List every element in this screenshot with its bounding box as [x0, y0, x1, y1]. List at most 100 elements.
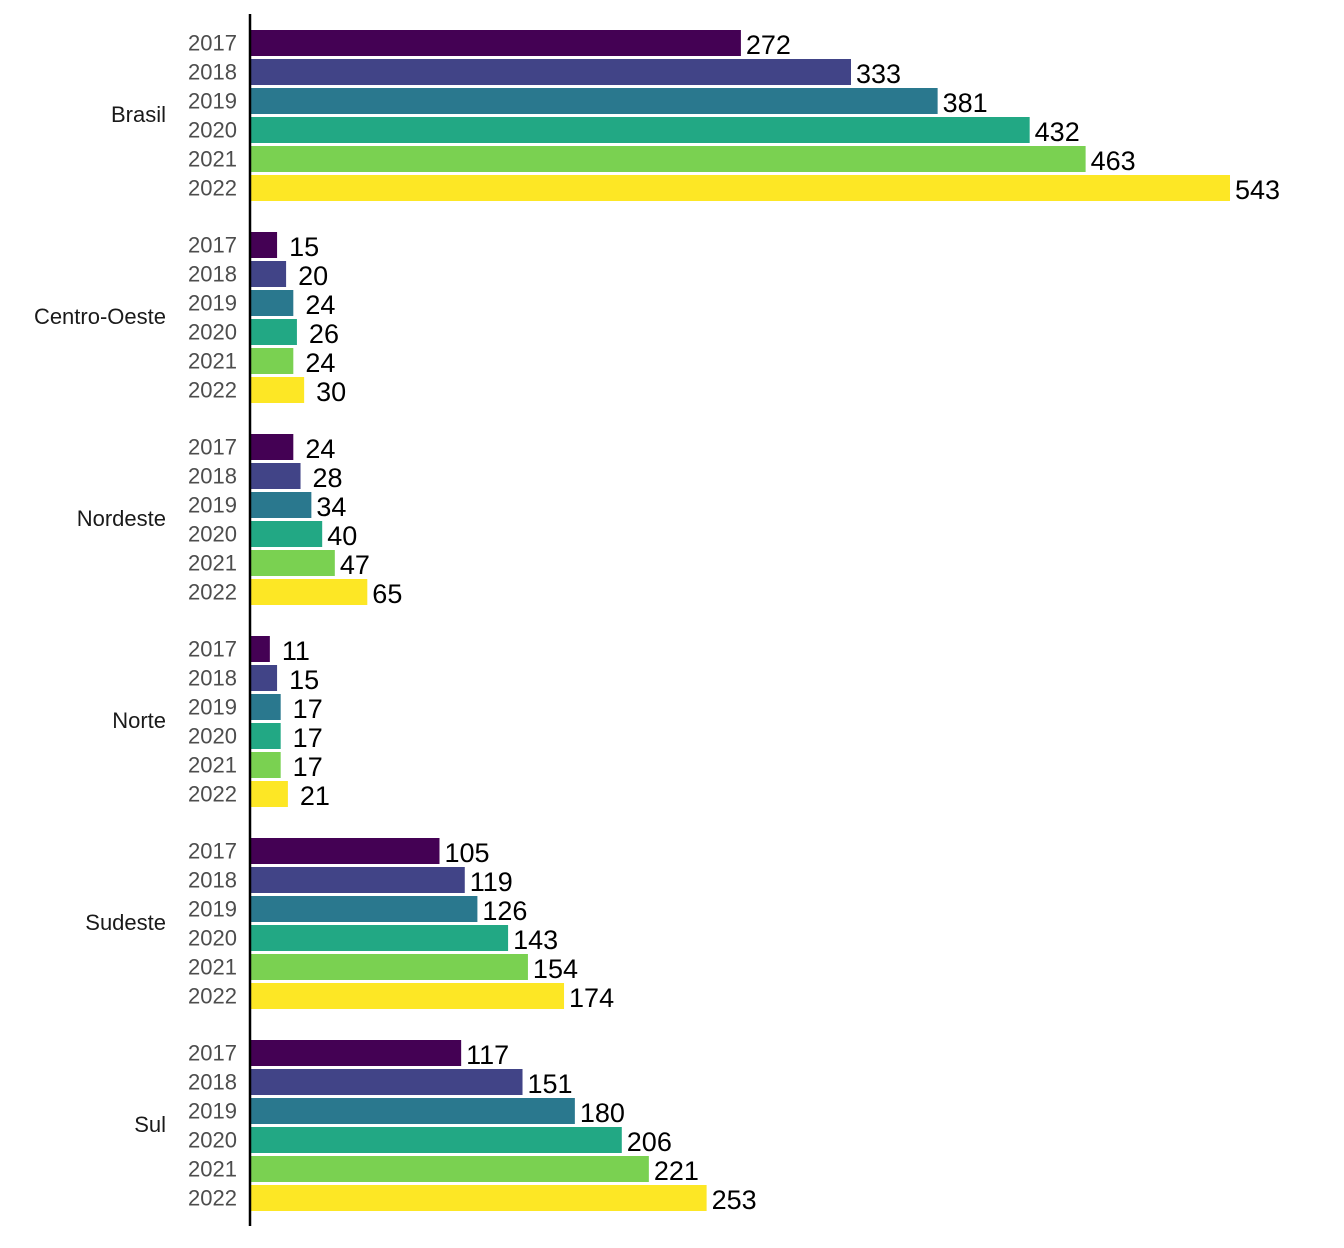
- value-label-centro-oeste-2017: 15: [289, 232, 319, 262]
- bars-layer: [250, 30, 1230, 1211]
- bar-sudeste-2019: [250, 896, 478, 922]
- bar-centro-oeste-2019: [250, 290, 294, 316]
- value-label-norte-2018: 15: [289, 665, 319, 695]
- year-label-sudeste-2020: 2020: [188, 926, 237, 951]
- group-label-sudeste: Sudeste: [85, 910, 166, 935]
- value-label-sudeste-2021: 154: [533, 954, 578, 984]
- value-label-brasil-2019: 381: [943, 88, 988, 118]
- year-label-brasil-2020: 2020: [188, 118, 237, 143]
- year-label-centro-oeste-2019: 2019: [188, 291, 237, 316]
- year-label-centro-oeste-2018: 2018: [188, 262, 237, 287]
- group-label-sul: Sul: [134, 1112, 166, 1137]
- year-label-sudeste-2017: 2017: [188, 839, 237, 864]
- bar-brasil-2020: [250, 117, 1030, 143]
- bar-norte-2018: [250, 665, 278, 691]
- year-label-nordeste-2018: 2018: [188, 464, 237, 489]
- bar-centro-oeste-2022: [250, 377, 305, 403]
- value-label-centro-oeste-2021: 24: [305, 348, 335, 378]
- bar-sudeste-2017: [250, 838, 440, 864]
- year-label-centro-oeste-2022: 2022: [188, 378, 237, 403]
- group-label-norte: Norte: [112, 708, 166, 733]
- year-label-sul-2018: 2018: [188, 1070, 237, 1095]
- value-label-norte-2020: 17: [293, 723, 323, 753]
- value-label-sul-2021: 221: [654, 1156, 699, 1186]
- value-label-sul-2020: 206: [627, 1127, 672, 1157]
- bar-brasil-2018: [250, 59, 851, 85]
- year-label-brasil-2022: 2022: [188, 176, 237, 201]
- bar-sudeste-2022: [250, 983, 565, 1009]
- value-label-norte-2017: 11: [282, 636, 310, 666]
- value-label-centro-oeste-2019: 24: [305, 290, 335, 320]
- bar-nordeste-2019: [250, 492, 312, 518]
- year-label-centro-oeste-2021: 2021: [188, 349, 237, 374]
- year-label-sul-2021: 2021: [188, 1157, 237, 1182]
- value-label-sudeste-2022: 174: [569, 983, 614, 1013]
- value-label-sul-2022: 253: [712, 1185, 757, 1215]
- bar-nordeste-2017: [250, 434, 294, 460]
- year-label-norte-2019: 2019: [188, 695, 237, 720]
- bar-sudeste-2020: [250, 925, 509, 951]
- value-label-brasil-2022: 543: [1235, 175, 1280, 205]
- year-label-norte-2017: 2017: [188, 637, 237, 662]
- year-label-brasil-2019: 2019: [188, 89, 237, 114]
- value-label-brasil-2021: 463: [1091, 146, 1136, 176]
- year-label-sul-2019: 2019: [188, 1099, 237, 1124]
- value-label-sudeste-2019: 126: [482, 896, 527, 926]
- value-label-sul-2018: 151: [528, 1069, 573, 1099]
- bar-norte-2019: [250, 694, 281, 720]
- bar-sul-2019: [250, 1098, 575, 1124]
- value-label-norte-2019: 17: [293, 694, 323, 724]
- year-label-nordeste-2017: 2017: [188, 435, 237, 460]
- year-label-nordeste-2020: 2020: [188, 522, 237, 547]
- bar-brasil-2019: [250, 88, 938, 114]
- value-label-centro-oeste-2018: 20: [298, 261, 328, 291]
- bar-centro-oeste-2017: [250, 232, 278, 258]
- year-label-norte-2021: 2021: [188, 753, 237, 778]
- year-label-sudeste-2019: 2019: [188, 897, 237, 922]
- year-label-nordeste-2019: 2019: [188, 493, 237, 518]
- value-label-nordeste-2019: 34: [316, 492, 346, 522]
- bar-nordeste-2020: [250, 521, 323, 547]
- year-label-sudeste-2021: 2021: [188, 955, 237, 980]
- bar-sul-2018: [250, 1069, 523, 1095]
- year-label-brasil-2017: 2017: [188, 31, 237, 56]
- year-label-norte-2022: 2022: [188, 782, 237, 807]
- group-label-brasil: Brasil: [111, 102, 166, 127]
- value-label-brasil-2017: 272: [746, 30, 791, 60]
- bar-nordeste-2022: [250, 579, 368, 605]
- bar-sul-2021: [250, 1156, 649, 1182]
- year-label-nordeste-2022: 2022: [188, 580, 237, 605]
- value-label-sul-2017: 117: [466, 1040, 509, 1070]
- value-label-nordeste-2020: 40: [327, 521, 357, 551]
- year-label-norte-2020: 2020: [188, 724, 237, 749]
- year-label-brasil-2018: 2018: [188, 60, 237, 85]
- year-label-centro-oeste-2020: 2020: [188, 320, 237, 345]
- value-label-norte-2021: 17: [293, 752, 323, 782]
- value-label-brasil-2018: 333: [856, 59, 901, 89]
- value-label-brasil-2020: 432: [1035, 117, 1080, 147]
- value-label-sul-2019: 180: [580, 1098, 625, 1128]
- value-label-norte-2022: 21: [300, 781, 330, 811]
- value-label-sudeste-2018: 119: [470, 867, 513, 897]
- bar-norte-2017: [250, 636, 270, 662]
- bar-norte-2022: [250, 781, 288, 807]
- bar-norte-2020: [250, 723, 281, 749]
- year-label-sul-2022: 2022: [188, 1186, 237, 1211]
- year-label-brasil-2021: 2021: [188, 147, 237, 172]
- value-label-sudeste-2020: 143: [513, 925, 558, 955]
- value-label-nordeste-2021: 47: [340, 550, 370, 580]
- year-label-centro-oeste-2017: 2017: [188, 233, 237, 258]
- bar-centro-oeste-2021: [250, 348, 294, 374]
- bar-sul-2020: [250, 1127, 622, 1153]
- value-label-nordeste-2018: 28: [313, 463, 343, 493]
- year-label-norte-2018: 2018: [188, 666, 237, 691]
- value-label-sudeste-2017: 105: [445, 838, 490, 868]
- bar-centro-oeste-2020: [250, 319, 297, 345]
- bar-nordeste-2021: [250, 550, 335, 576]
- bar-sul-2017: [250, 1040, 462, 1066]
- group-label-centro-oeste: Centro-Oeste: [34, 304, 166, 329]
- value-label-nordeste-2022: 65: [372, 579, 402, 609]
